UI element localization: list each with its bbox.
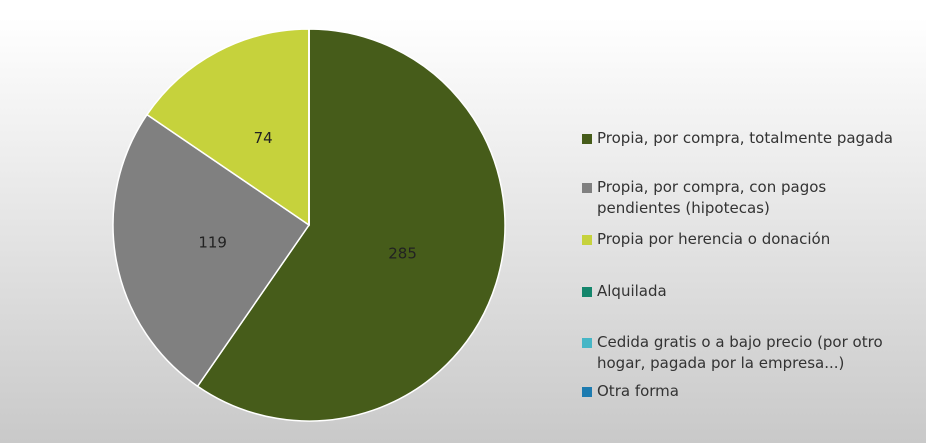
- legend-swatch: [582, 134, 592, 144]
- pie-slice: [145, 28, 310, 227]
- legend-swatch: [582, 338, 592, 348]
- data-label: 74: [254, 129, 273, 147]
- legend-swatch: [582, 183, 592, 193]
- pie-slice: [196, 28, 506, 422]
- legend-entry: Otra forma: [582, 381, 902, 402]
- legend-entry: Alquilada: [582, 281, 902, 302]
- legend-entry: Propia por herencia o donación: [582, 229, 902, 250]
- legend-swatch: [582, 235, 592, 245]
- legend-label: Propia por herencia o donación: [597, 230, 831, 248]
- pie-slice: [112, 113, 311, 388]
- legend-swatch: [582, 287, 592, 297]
- legend-entry: Propia, por compra, con pagos pendientes…: [582, 177, 902, 219]
- legend-entry: Propia, por compra, totalmente pagada: [582, 128, 902, 149]
- data-label: 119: [198, 233, 227, 251]
- legend-label: Propia, por compra, con pagos pendientes…: [597, 178, 827, 217]
- legend-label: Otra forma: [597, 382, 679, 400]
- legend-label: Propia, por compra, totalmente pagada: [597, 129, 893, 147]
- legend-label: Cedida gratis o a bajo precio (por otro …: [597, 333, 883, 372]
- data-label: 285: [388, 245, 417, 263]
- legend-label: Alquilada: [597, 282, 667, 300]
- legend-entry: Cedida gratis o a bajo precio (por otro …: [582, 332, 902, 374]
- legend-swatch: [582, 387, 592, 397]
